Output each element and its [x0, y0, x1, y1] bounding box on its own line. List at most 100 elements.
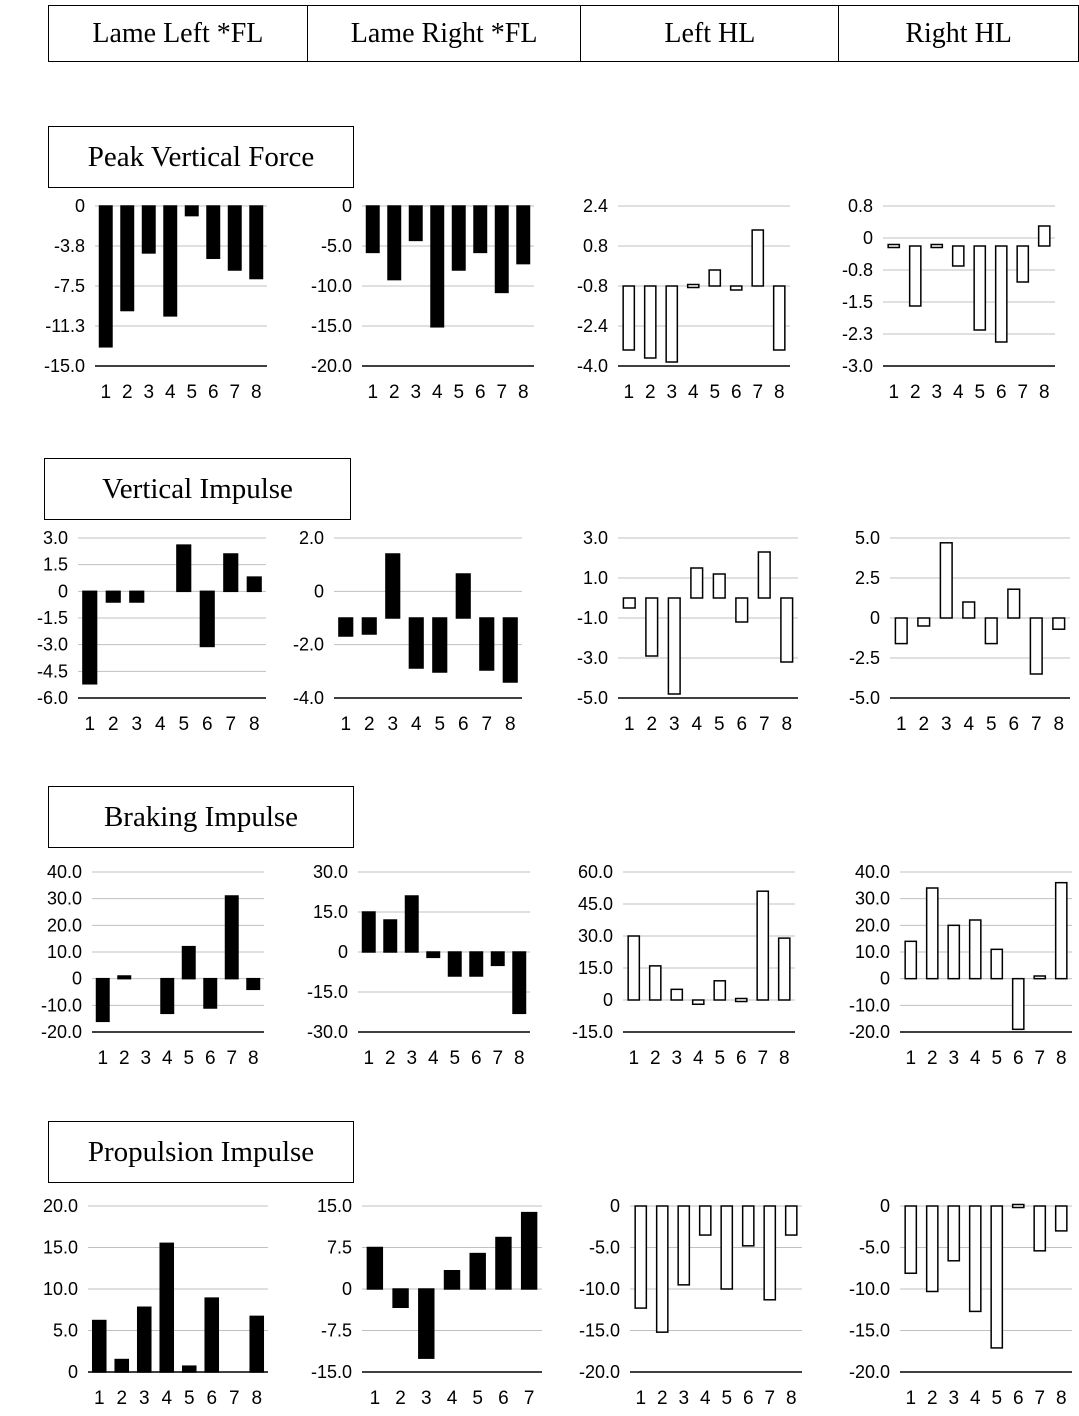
bar-8	[772, 285, 786, 351]
x-tick-label: 2	[389, 382, 400, 403]
bar-1	[622, 285, 636, 351]
x-tick-label: 8	[514, 1048, 525, 1069]
column-header-row: Lame Left *FL Lame Right *FL Left HL Rig…	[48, 5, 1079, 62]
y-tick-label: -20.0	[579, 1362, 620, 1382]
x-tick-label: 8	[781, 714, 792, 735]
chart-vertical-impulse-left-hl: 3.0 1.0 -1.0 -3.0 -5.0 1 2 3 4 5 6 7 8	[577, 528, 798, 735]
bar-5	[712, 573, 726, 599]
y-tick-label: -10.0	[311, 276, 352, 296]
y-tick-label: 40.0	[47, 862, 82, 882]
y-tick-label: 15.0	[313, 902, 348, 922]
y-tick-label: 30.0	[47, 889, 82, 909]
bar-2	[655, 1205, 669, 1333]
x-tick-label: 6	[475, 382, 486, 403]
bar-4	[159, 1242, 175, 1373]
bar-2	[387, 205, 402, 281]
x-tick-label: 6	[202, 714, 213, 735]
bar-5	[176, 544, 192, 593]
bar-3	[667, 597, 681, 695]
bar-3	[404, 895, 419, 953]
bar-4	[968, 1205, 982, 1313]
chart-propulsion-impulse-lame-right: 15.07.50-7.5-15.01 2 3 4 5 6 7	[311, 1196, 542, 1409]
y-tick-label: -0.8	[577, 276, 608, 296]
chart-vertical-impulse-lame-right: 2.0 0 -2.0 -4.0 1 2 3 4 5 6 7 8	[293, 528, 522, 735]
bar-6	[473, 205, 488, 254]
bar-2	[120, 205, 135, 312]
bar-2	[643, 285, 657, 359]
y-tick-label: -5.0	[577, 688, 608, 708]
bar-7	[756, 890, 770, 1001]
bar-7	[1033, 1205, 1047, 1252]
y-tick-label: -4.0	[577, 356, 608, 376]
bar-4	[426, 951, 441, 959]
bar-7	[1016, 245, 1030, 283]
x-tick-label: 4	[688, 382, 699, 403]
x-tick-label: 6	[996, 382, 1007, 403]
y-tick-label: -10.0	[579, 1279, 620, 1299]
bar-1	[894, 617, 908, 645]
x-tick-label: 4	[953, 382, 964, 403]
x-tick-label: 7	[226, 1048, 237, 1069]
x-tick-label: 4	[155, 714, 166, 735]
x-tick-label: 8	[505, 714, 516, 735]
x-tick-label: 7	[225, 714, 236, 735]
x-tick-label: 7	[229, 382, 240, 403]
y-tick-label: 0	[72, 969, 82, 989]
x-tick-label: 1	[624, 714, 635, 735]
y-tick-label: 0	[68, 1362, 78, 1382]
bar-6	[729, 285, 743, 291]
bar-2	[392, 1288, 409, 1309]
bar-5	[432, 617, 448, 673]
bar-4	[686, 283, 700, 289]
y-tick-label: 0.8	[848, 196, 873, 216]
column-header-left-hl: Left HL	[581, 6, 840, 61]
chart-propulsion-impulse-left-hl: 0-5.0-10.0-15.0-20.01 2 3 4 5 6 7 8	[579, 1196, 802, 1409]
bar-4	[163, 205, 178, 317]
bar-1	[365, 205, 380, 254]
bar-8	[249, 1315, 265, 1373]
y-tick-label: -3.0	[37, 635, 68, 655]
bar-8	[1054, 881, 1068, 980]
x-tick-label: 3	[410, 382, 421, 403]
x-tick-label: 6	[458, 714, 469, 735]
x-tick-label: 4	[162, 1048, 173, 1069]
x-tick-label: 1	[905, 1048, 916, 1069]
bar-6	[734, 997, 748, 1003]
x-tick-label: 8	[518, 382, 529, 403]
y-tick-label: 15.0	[43, 1238, 78, 1258]
x-tick-label: 2	[918, 714, 929, 735]
y-tick-label: -15.0	[307, 982, 348, 1002]
bar-8	[1054, 1205, 1068, 1232]
y-tick-label: 3.0	[583, 528, 608, 548]
y-tick-label: -0.8	[842, 260, 873, 280]
x-tick-label: 8	[248, 1048, 259, 1069]
y-tick-label: -20.0	[849, 1362, 890, 1382]
y-tick-label: -5.0	[589, 1238, 620, 1258]
x-tick-label: 1	[363, 1048, 374, 1069]
x-tick-label: 8	[251, 382, 262, 403]
y-tick-label: 0	[863, 228, 873, 248]
y-tick-label: -4.0	[293, 688, 324, 708]
bar-4	[698, 1205, 712, 1236]
bar-5	[447, 951, 462, 977]
x-tick-label: 1	[888, 382, 899, 403]
bar-2	[645, 597, 659, 657]
x-tick-label: 5	[974, 382, 985, 403]
bar-8	[502, 617, 518, 683]
y-tick-label: -1.5	[37, 608, 68, 628]
x-tick-label: 5	[714, 1048, 725, 1069]
bar-7	[490, 951, 505, 967]
x-tick-label: 7	[481, 714, 492, 735]
bar-8	[780, 597, 794, 663]
bar-4	[691, 999, 705, 1006]
y-tick-label: -10.0	[849, 1279, 890, 1299]
bar-3	[136, 1306, 152, 1373]
bar-2	[908, 245, 922, 307]
x-tick-label: 3	[406, 1048, 417, 1069]
y-tick-label: 20.0	[855, 915, 890, 935]
y-tick-label: 60.0	[578, 862, 613, 882]
y-tick-label: 1.5	[43, 555, 68, 575]
chart-vertical-impulse-right-hl: 5.0 2.5 0 -2.5 -5.0 1 2 3 4 5 6 7 8	[849, 528, 1070, 735]
bar-7	[1029, 617, 1043, 675]
y-tick-label: 0.8	[583, 236, 608, 256]
